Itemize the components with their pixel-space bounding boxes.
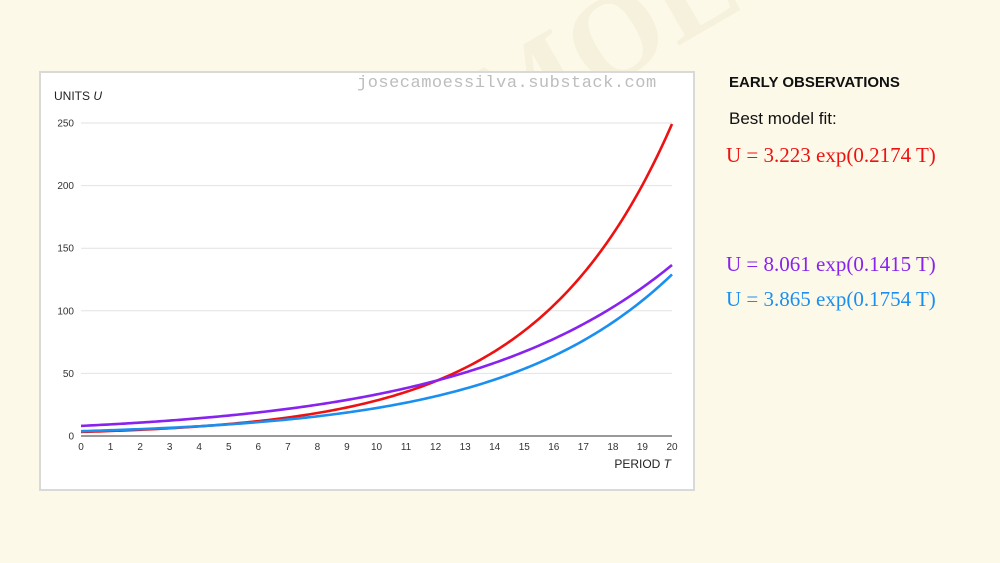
x-tick-label: 9 <box>344 442 350 453</box>
y-axis-title: UNITS U <box>54 89 102 103</box>
y-tick-label: 0 <box>68 432 74 443</box>
x-tick-label: 4 <box>196 442 202 453</box>
series-line-2 <box>80 273 673 433</box>
x-tick-label: 1 <box>108 442 114 453</box>
x-tick-label: 14 <box>489 442 501 453</box>
x-tick-label: 2 <box>137 442 143 453</box>
equation-blue: U = 3.865 exp(0.1754 T) <box>726 287 936 311</box>
x-tick-labels: 0 1 2 3 4 5 6 7 8 9 10 11 12 13 14 15 16 17 18 19 20 <box>78 442 678 453</box>
x-tick-label: 15 <box>519 442 531 453</box>
series-line-0 <box>80 123 674 434</box>
x-tick-label: 18 <box>607 442 619 453</box>
x-tick-label: 10 <box>371 442 383 453</box>
x-tick-label: 0 <box>78 442 84 453</box>
x-tick-label: 3 <box>167 442 173 453</box>
y-tick-label: 250 <box>57 119 74 130</box>
y-tick-label: 200 <box>57 181 74 192</box>
x-tick-label: 5 <box>226 442 232 453</box>
x-tick-label: 19 <box>637 442 649 453</box>
series-lines <box>80 123 674 434</box>
x-tick-label: 8 <box>315 442 321 453</box>
x-tick-label: 6 <box>256 442 262 453</box>
y-axis-title-text: UNITS <box>54 89 93 103</box>
x-tick-label: 7 <box>285 442 291 453</box>
y-tick-label: 100 <box>57 306 74 317</box>
x-tick-label: 13 <box>460 442 472 453</box>
watermark-url: josecamoessilva.substack.com <box>357 74 657 93</box>
series-line-1 <box>80 263 673 428</box>
equation-red: U = 3.223 exp(0.2174 T) <box>726 143 936 167</box>
x-tick-label: 16 <box>548 442 560 453</box>
x-tick-label: 12 <box>430 442 442 453</box>
x-tick-label: 20 <box>666 442 678 453</box>
y-tick-label: 50 <box>63 369 75 380</box>
observations-title: EARLY OBSERVATIONS <box>729 74 900 91</box>
x-tick-label: 17 <box>578 442 590 453</box>
y-tick-labels: 0 50 100 150 200 250 <box>57 119 74 443</box>
y-tick-label: 150 <box>57 244 74 255</box>
x-tick-label: 11 <box>401 442 412 453</box>
best-fit-label: Best model fit: <box>729 109 837 128</box>
grid-lines <box>81 122 672 437</box>
x-axis-title: PERIOD T <box>614 457 672 471</box>
equation-purple: U = 8.061 exp(0.1415 T) <box>726 252 936 276</box>
